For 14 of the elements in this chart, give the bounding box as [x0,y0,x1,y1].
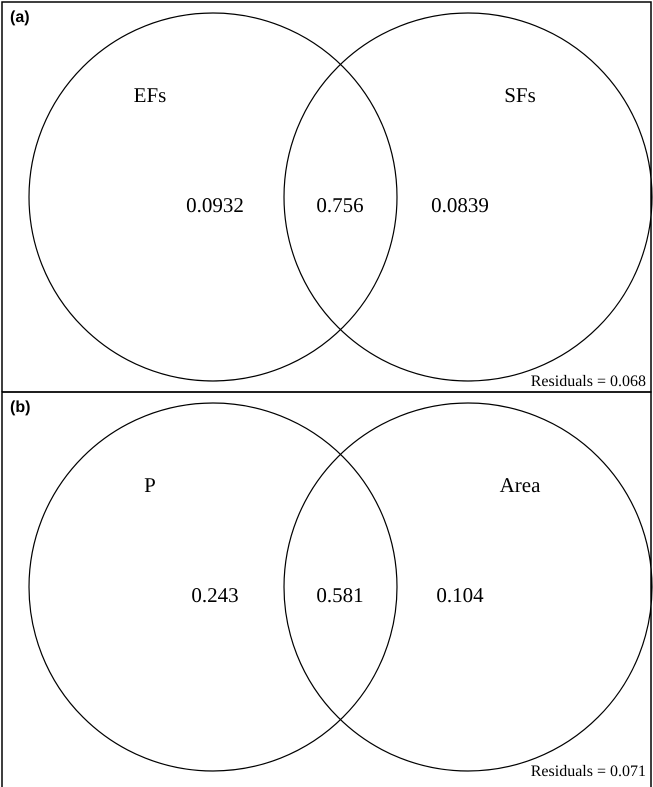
text: Residuals = 0.071 [530,763,646,780]
text: P [144,473,156,497]
data-label: 0.0839 [431,193,489,217]
data-label: 0.243 [191,583,239,607]
text: EFs [134,83,166,107]
text: Residuals = 0.068 [530,373,646,390]
data-label: 0.0932 [186,193,244,217]
text: SFs [504,83,536,107]
data-label: 0.581 [316,583,364,607]
data-label: 0.756 [316,193,364,217]
text: (a) [10,9,30,26]
data-label: 0.104 [436,583,484,607]
text: (b) [10,399,30,416]
text: Area [500,473,542,497]
